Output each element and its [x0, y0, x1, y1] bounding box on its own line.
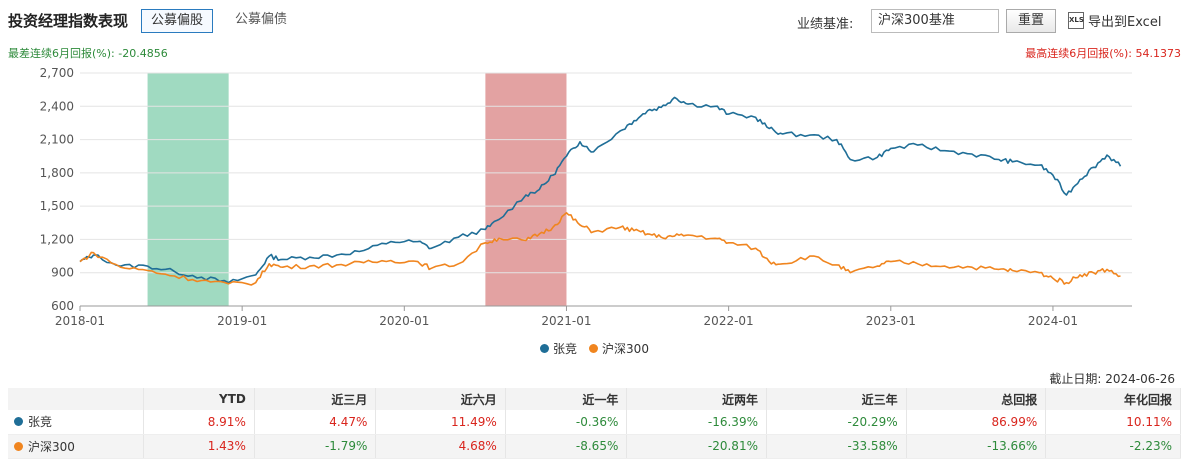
return-cell: 86.99%	[906, 410, 1047, 435]
column-header[interactable]: 近三年	[766, 388, 907, 410]
x-tick-label: 2020-01	[379, 314, 429, 328]
table-row: 沪深300 1.43% -1.79% 4.68% -8.65% -20.81% -33.58…	[8, 434, 1181, 459]
x-tick-label: 2024-01	[1028, 314, 1078, 328]
row-name[interactable]: 张竞	[8, 410, 144, 435]
x-tick-label: 2022-01	[704, 314, 754, 328]
column-header[interactable]: 近一年	[505, 388, 628, 410]
x-tick-label: 2019-01	[217, 314, 267, 328]
export-label: 导出到Excel	[1088, 15, 1162, 30]
y-tick-label: 2,400	[40, 99, 74, 113]
table-header-row: YTD 近三月 近六月 近一年 近两年 近三年 总回报 年化回报	[8, 388, 1181, 410]
return-cell: 8.91%	[143, 410, 255, 435]
as-of-date: 截止日期: 2024-06-26	[1049, 372, 1175, 386]
tab-equity-funds[interactable]: 公募偏股	[141, 9, 214, 33]
export-excel-button[interactable]: XLS 导出到Excel	[1068, 11, 1161, 30]
return-cell: 11.49%	[375, 410, 506, 435]
chart-legend: 张竞 沪深300	[0, 340, 1189, 357]
page-title: 投资经理指数表现	[8, 12, 129, 30]
x-tick-label: 2018-01	[55, 314, 105, 328]
return-cell: 4.47%	[254, 410, 377, 435]
table-body: 张竞 8.91% 4.47% 11.49% -0.36% -16.39% -20.29% 86…	[8, 410, 1181, 459]
row-name[interactable]: 沪深300	[8, 434, 144, 459]
return-cell: -13.66%	[906, 434, 1047, 459]
y-tick-label: 2,700	[40, 66, 74, 80]
legend-dot	[589, 344, 599, 353]
y-tick-label: 1,800	[40, 166, 74, 180]
row-label: 张竞	[28, 415, 53, 430]
y-tick-label: 600	[51, 299, 74, 313]
return-cell: -8.65%	[505, 434, 628, 459]
line-chart: 2,700 2,400 2,100 1,800 1,500 1,200 900 6002018…	[40, 66, 1132, 328]
return-cell: -20.29%	[766, 410, 907, 435]
worst-6m-return: 最差连续6月回报(%): -20.4856	[8, 47, 168, 60]
reset-button[interactable]: 重置	[1006, 9, 1056, 33]
return-cell: -20.81%	[626, 434, 767, 459]
series-dot	[14, 441, 23, 451]
best-6m-return: 最高连续6月回报(%): 54.1373	[1025, 47, 1181, 60]
legend-item-benchmark[interactable]: 沪深300	[589, 340, 649, 357]
table-row: 张竞 8.91% 4.47% 11.49% -0.36% -16.39% -20.29% 86…	[8, 410, 1181, 435]
column-header[interactable]: 近两年	[626, 388, 767, 410]
x-tick-label: 2023-01	[866, 314, 916, 328]
return-cell: 4.68%	[375, 434, 506, 459]
header-bar: 投资经理指数表现 公募偏股 公募偏债 业绩基准: 沪深300基准 重置 XLS …	[0, 0, 1189, 40]
x-tick-label: 2021-01	[541, 314, 591, 328]
benchmark-select[interactable]: 沪深300基准	[871, 9, 999, 33]
y-tick-label: 2,100	[40, 133, 74, 147]
series-dot	[14, 417, 23, 427]
y-tick-label: 1,500	[40, 199, 74, 213]
column-header[interactable]: 近六月	[375, 388, 506, 410]
column-header[interactable]: 近三月	[254, 388, 377, 410]
returns-table: YTD 近三月 近六月 近一年 近两年 近三年 总回报 年化回报 张竞 8.91% 4.47% 11…	[8, 388, 1181, 459]
series-line-manager	[79, 96, 1122, 284]
return-cell: 10.11%	[1045, 410, 1181, 435]
column-header[interactable]	[8, 388, 144, 410]
row-label: 沪深300	[28, 439, 75, 454]
return-cell: 1.43%	[143, 434, 255, 459]
return-cell: -1.79%	[254, 434, 377, 459]
y-tick-label: 900	[51, 266, 74, 280]
worst-period-band	[147, 73, 229, 306]
return-cell: -16.39%	[626, 410, 767, 435]
best-period-band	[485, 73, 567, 306]
tab-bond-funds[interactable]: 公募偏债	[235, 12, 288, 27]
legend-item-manager[interactable]: 张竞	[540, 340, 577, 357]
return-cell: -0.36%	[505, 410, 628, 435]
series-line-benchmark	[79, 212, 1121, 286]
benchmark-label: 业绩基准:	[797, 17, 854, 32]
column-header[interactable]: 年化回报	[1045, 388, 1181, 410]
column-header[interactable]: YTD	[143, 388, 255, 410]
y-tick-label: 1,200	[40, 232, 74, 246]
legend-dot	[540, 344, 550, 353]
excel-file-icon: XLS	[1068, 12, 1084, 29]
column-header[interactable]: 总回报	[906, 388, 1047, 410]
return-cell: -2.23%	[1045, 434, 1181, 459]
return-cell: -33.58%	[766, 434, 907, 459]
